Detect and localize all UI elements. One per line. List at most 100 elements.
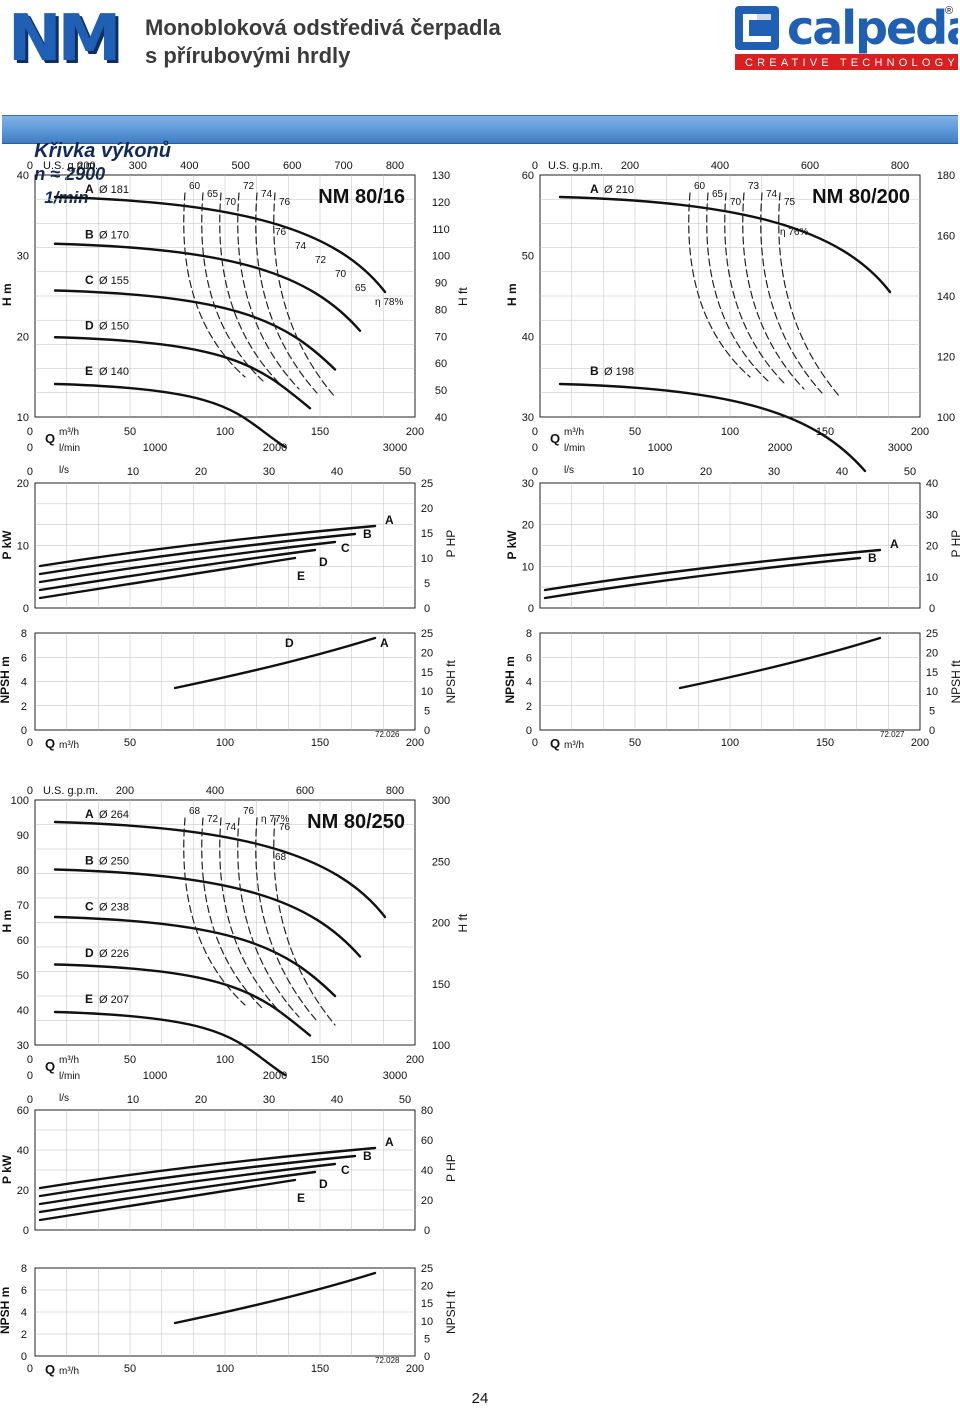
h-m-tick: 90 bbox=[17, 830, 29, 842]
npsh-q-label: Q bbox=[45, 1362, 55, 1377]
efficiency-curve bbox=[201, 192, 264, 382]
h-ft-tick: 60 bbox=[435, 358, 447, 370]
impeller-diameter: Ø 181 bbox=[99, 184, 129, 196]
p-hp-tick: 0 bbox=[929, 603, 935, 615]
flow-q-label: Q bbox=[45, 431, 55, 446]
head-curve bbox=[558, 195, 892, 294]
usgpm-tick: 0 bbox=[27, 785, 33, 797]
usgpm-tick: 200 bbox=[77, 160, 95, 172]
impeller-letter: D bbox=[85, 319, 94, 333]
impeller-diameter: Ø 198 bbox=[604, 366, 634, 378]
flow-ls-tick: 50 bbox=[399, 1094, 411, 1106]
impeller-letter: B bbox=[85, 228, 94, 242]
npsh-m-tick: 0 bbox=[21, 725, 27, 737]
flow-ls-tick: 40 bbox=[836, 466, 848, 478]
power-curve-label: B bbox=[363, 1149, 372, 1163]
p-hp-tick: 60 bbox=[421, 1135, 433, 1147]
flow-m3h-tick: 200 bbox=[406, 1054, 424, 1066]
npsh-ft-tick: 15 bbox=[421, 667, 433, 679]
flow-m3h-tick: 50 bbox=[124, 426, 136, 438]
h-ft-tick: 200 bbox=[432, 918, 450, 930]
p-kw-tick: 30 bbox=[522, 478, 534, 490]
impeller-letter: A bbox=[85, 182, 94, 196]
p-hp-tick: 0 bbox=[424, 603, 430, 615]
impeller-letter: E bbox=[85, 992, 93, 1006]
npsh-m3h-tick: 200 bbox=[406, 1363, 424, 1375]
h-ft-tick: 250 bbox=[432, 856, 450, 868]
brand-name: calpeda bbox=[787, 2, 958, 55]
flow-ls-tick: 40 bbox=[331, 1094, 343, 1106]
p-kw-tick: 0 bbox=[528, 603, 534, 615]
page-number: 24 bbox=[471, 1390, 489, 1407]
efficiency-label: 72 bbox=[243, 181, 255, 192]
p-hp-tick: 20 bbox=[421, 503, 433, 515]
npsh-q-tick: 0 bbox=[27, 737, 33, 749]
head-panel: U.S. g.p.m. 0 200 400 600 800 100 90 80 70 60 50 40 3… bbox=[0, 785, 470, 1077]
npsh-curve-label: D bbox=[285, 636, 294, 650]
npsh-m-tick: 6 bbox=[526, 652, 532, 664]
usgpm-tick: 700 bbox=[334, 160, 352, 172]
npsh-m3h-tick: 100 bbox=[216, 1363, 234, 1375]
npsh-m-tick: 8 bbox=[526, 628, 532, 640]
npsh-m-tick: 4 bbox=[526, 677, 532, 689]
npsh-ft-tick: 0 bbox=[424, 1351, 430, 1363]
impeller-letter: C bbox=[85, 900, 94, 914]
power-curve-label: E bbox=[297, 569, 305, 583]
efficiency-label: 70 bbox=[335, 269, 347, 280]
npsh-m3h-tick: 150 bbox=[311, 737, 329, 749]
npsh-ft-tick: 25 bbox=[421, 628, 433, 640]
h-ft-tick: 90 bbox=[435, 278, 447, 290]
efficiency-curve bbox=[201, 817, 264, 1010]
h-ft-tick: 70 bbox=[435, 331, 447, 343]
h-ft-tick: 110 bbox=[432, 224, 450, 236]
flow-ls-tick: 20 bbox=[195, 466, 207, 478]
head-curve bbox=[53, 195, 387, 294]
p-kw-tick: 20 bbox=[17, 1185, 29, 1197]
h-ft-tick: 100 bbox=[432, 1040, 450, 1052]
impeller-letter: C bbox=[85, 273, 94, 287]
npsh-m-tick: 4 bbox=[21, 1307, 27, 1319]
npsh-m3h-tick: 100 bbox=[216, 737, 234, 749]
usgpm-tick: 400 bbox=[180, 160, 198, 172]
usgpm-tick: 400 bbox=[206, 785, 224, 797]
h-m-tick: 100 bbox=[11, 795, 29, 807]
power-curve bbox=[38, 1146, 377, 1190]
npsh-m3h-tick: 100 bbox=[721, 737, 739, 749]
p-kw-tick: 0 bbox=[23, 1225, 29, 1237]
npsh-ft-tick: 15 bbox=[926, 667, 938, 679]
h-m-tick: 40 bbox=[17, 170, 29, 182]
flow-ls-unit: l/s bbox=[59, 465, 69, 476]
impeller-diameter: Ø 170 bbox=[99, 230, 129, 242]
p-kw-tick: 60 bbox=[17, 1105, 29, 1117]
npsh-ft-tick: 25 bbox=[421, 1263, 433, 1275]
impeller-diameter: Ø 207 bbox=[99, 994, 129, 1006]
flow-m3h-unit: m³/h bbox=[59, 427, 79, 438]
p-kw-tick: 0 bbox=[23, 603, 29, 615]
efficiency-label: 65 bbox=[355, 283, 367, 294]
h-m-tick: 20 bbox=[17, 331, 29, 343]
npsh-ft-axis-label: NPSH ft bbox=[949, 659, 960, 703]
efficiency-curve bbox=[273, 192, 336, 398]
h-m-tick: 70 bbox=[17, 900, 29, 912]
npsh-ft-axis-label: NPSH ft bbox=[444, 659, 458, 703]
flow-lmin-tick: 1000 bbox=[143, 1070, 167, 1082]
usgpm-axis-label: U.S. g.p.m. bbox=[548, 160, 603, 172]
efficiency-label: 70 bbox=[225, 197, 237, 208]
efficiency-curve bbox=[219, 192, 282, 386]
npsh-m-axis-label: NPSH m bbox=[0, 1287, 12, 1334]
flow-lmin-unit: l/min bbox=[564, 443, 585, 454]
npsh-m3h-tick: 200 bbox=[406, 737, 424, 749]
p-hp-tick: 30 bbox=[926, 509, 938, 521]
flow-ls-tick: 20 bbox=[195, 1094, 207, 1106]
h-m-axis-label: H m bbox=[505, 283, 519, 306]
h-ft-tick: 50 bbox=[435, 385, 447, 397]
h-m-tick: 40 bbox=[17, 1005, 29, 1017]
npsh-m-tick: 2 bbox=[21, 1329, 27, 1341]
efficiency-label: 72 bbox=[207, 814, 219, 825]
